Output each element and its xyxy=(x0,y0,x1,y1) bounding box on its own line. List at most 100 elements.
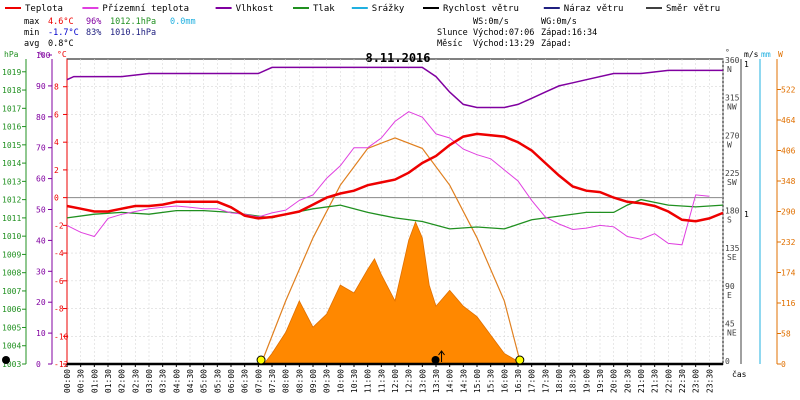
x-tick-label: 07:30 xyxy=(268,369,277,393)
pct-tick-label: 70 xyxy=(36,144,46,153)
x-tick-label: 15:00 xyxy=(473,369,482,393)
x-tick-label: 11:30 xyxy=(377,369,386,393)
x-tick-label: 00:30 xyxy=(77,369,86,393)
c-unit: °C xyxy=(57,50,67,59)
w-tick-label: 522 xyxy=(781,86,796,95)
x-tick-label: 21:00 xyxy=(637,369,646,393)
x-tick-label: 23:30 xyxy=(705,369,714,393)
dir-tick-dir: S xyxy=(727,216,732,225)
w-tick-label: 116 xyxy=(781,299,796,308)
stat-min-press: 1010.1hPa xyxy=(110,28,156,38)
dir-tick-label: 135 xyxy=(725,244,740,253)
chart-title: 8.11.2016 xyxy=(365,51,430,65)
dir-tick-label: 270 xyxy=(725,131,740,140)
chart-legend: Teplota Přízemní teplota Vlhkost Tlak Srážky… xyxy=(5,4,720,14)
x-tick-label: 10:00 xyxy=(336,369,345,393)
c-tick-label: 8 xyxy=(54,83,59,92)
stat-max-hum: 96% xyxy=(86,17,101,27)
hpa-tick-label: 1016 xyxy=(2,123,21,132)
x-tick-label: 20:00 xyxy=(610,369,619,393)
x-tick-label: 16:30 xyxy=(514,369,523,393)
stats-block: max 4.6°C 96% 1012.1hPa 0.0mm min -1.7°C… xyxy=(24,17,196,49)
axis-unit-labels: hPa % °C ° m/s mm W čas xyxy=(4,48,783,379)
stat-min-label: min xyxy=(24,28,39,38)
dir-tick-label: 0 xyxy=(725,357,730,366)
stat-max-press: 1012.1hPa xyxy=(110,17,156,27)
x-tick-label: 22:30 xyxy=(678,369,687,393)
x-tick-label: 12:00 xyxy=(391,369,400,393)
x-tick-label: 17:30 xyxy=(541,369,550,393)
legend-label-1: Přízemní teplota xyxy=(102,4,189,14)
info-moon-rise: Východ:13:29 xyxy=(473,39,534,49)
hpa-tick-label: 1003 xyxy=(2,360,21,369)
info-mesic: Měsíc xyxy=(437,39,463,49)
hpa-tick-label: 1014 xyxy=(2,159,21,168)
x-tick-label: 03:00 xyxy=(145,369,154,393)
hpa-tick-label: 1018 xyxy=(2,86,21,95)
x-tick-label: 14:00 xyxy=(446,369,455,393)
w-tick-label: 348 xyxy=(781,177,796,186)
x-tick-label: 14:30 xyxy=(459,369,468,393)
x-tick-label: 18:00 xyxy=(555,369,564,393)
pct-tick-label: 20 xyxy=(36,298,46,307)
stat-max-temp: 4.6°C xyxy=(48,17,74,27)
hpa-tick-label: 1015 xyxy=(2,141,21,150)
stat-max-rain: 0.0mm xyxy=(170,17,196,27)
x-tick-label: 12:30 xyxy=(405,369,414,393)
dir-tick-label: 315 xyxy=(725,94,740,103)
info-moon-set: Západ: xyxy=(541,39,572,49)
ms-tick-label: 1 xyxy=(744,210,749,219)
w-tick-label: 232 xyxy=(781,238,796,247)
x-tick-label: 20:30 xyxy=(623,369,632,393)
stat-avg-temp: 0.8°C xyxy=(48,39,74,49)
series-temperature xyxy=(66,132,724,223)
pct-tick-label: 0 xyxy=(36,360,41,369)
pct-tick-label: 90 xyxy=(36,82,46,91)
dir-tick-dir: SW xyxy=(727,178,737,187)
hpa-tick-label: 1011 xyxy=(2,214,21,223)
legend-label-2: Vlhkost xyxy=(236,4,274,14)
x-tick-label: 04:00 xyxy=(172,369,181,393)
dir-tick-dir: W xyxy=(727,140,732,149)
x-tick-label: 00:00 xyxy=(63,369,72,393)
pct-tick-label: 100 xyxy=(36,51,51,60)
dir-tick-dir: SE xyxy=(727,253,737,262)
x-tick-label: 07:00 xyxy=(254,369,263,393)
hpa-tick-label: 1008 xyxy=(2,269,21,278)
pct-tick-label: 60 xyxy=(36,175,46,184)
x-tick-label: 02:00 xyxy=(118,369,127,393)
plot-area xyxy=(2,66,724,366)
pct-tick-label: 50 xyxy=(36,206,46,215)
x-tick-label: 05:30 xyxy=(213,369,222,393)
x-tick-label: 09:00 xyxy=(309,369,318,393)
legend-label-0: Teplota xyxy=(25,4,63,14)
c-tick-label: -2 xyxy=(54,221,64,230)
c-tick-label: -12 xyxy=(54,360,69,369)
hpa-tick-label: 1005 xyxy=(2,323,21,332)
x-tick-label: 10:30 xyxy=(350,369,359,393)
time-unit: čas xyxy=(732,369,747,379)
dir-tick-dir: NE xyxy=(727,328,737,337)
series-sun-curve xyxy=(260,137,522,365)
x-tick-label: 11:00 xyxy=(364,369,373,393)
ms-unit: m/s xyxy=(744,50,759,59)
info-block: WS:0m/s WG:0m/s Slunce Východ:07:06 Zápa… xyxy=(437,17,597,49)
x-tick-label: 08:30 xyxy=(295,369,304,393)
x-tick-label: 19:30 xyxy=(596,369,605,393)
pct-tick-label: 10 xyxy=(36,329,46,338)
w-tick-label: 406 xyxy=(781,147,796,156)
stat-avg-label: avg xyxy=(24,39,39,49)
legend-label-5: Rychlost větru xyxy=(443,4,519,14)
legend-label-3: Tlak xyxy=(313,4,335,14)
sunrise-marker xyxy=(256,355,266,365)
hpa-tick-label: 1012 xyxy=(2,196,21,205)
x-tick-label: 18:30 xyxy=(569,369,578,393)
x-tick-label: 06:00 xyxy=(227,369,236,393)
x-tick-label: 01:30 xyxy=(104,369,113,393)
hpa-tick-label: 1010 xyxy=(2,232,21,241)
stat-min-hum: 83% xyxy=(86,28,101,38)
x-tick-label: 23:00 xyxy=(692,369,701,393)
mm-unit: mm xyxy=(761,50,771,59)
ms-tick-label: 1 xyxy=(744,60,749,69)
dir-tick-dir: N xyxy=(727,65,732,74)
